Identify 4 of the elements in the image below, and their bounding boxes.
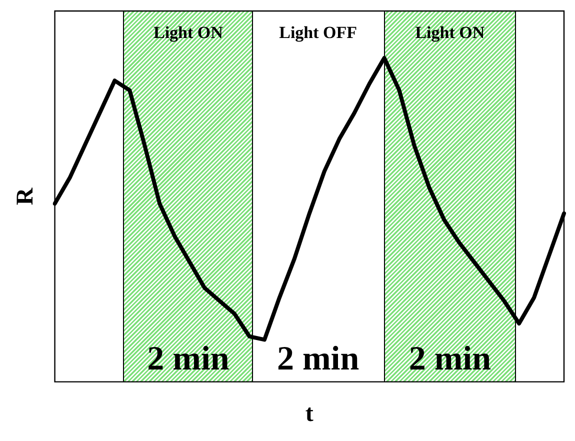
text: Light OFF xyxy=(279,22,358,42)
y-axis-title: R xyxy=(12,187,39,206)
x-axis-title: t xyxy=(305,400,314,427)
annotation: 2 min xyxy=(276,340,360,378)
